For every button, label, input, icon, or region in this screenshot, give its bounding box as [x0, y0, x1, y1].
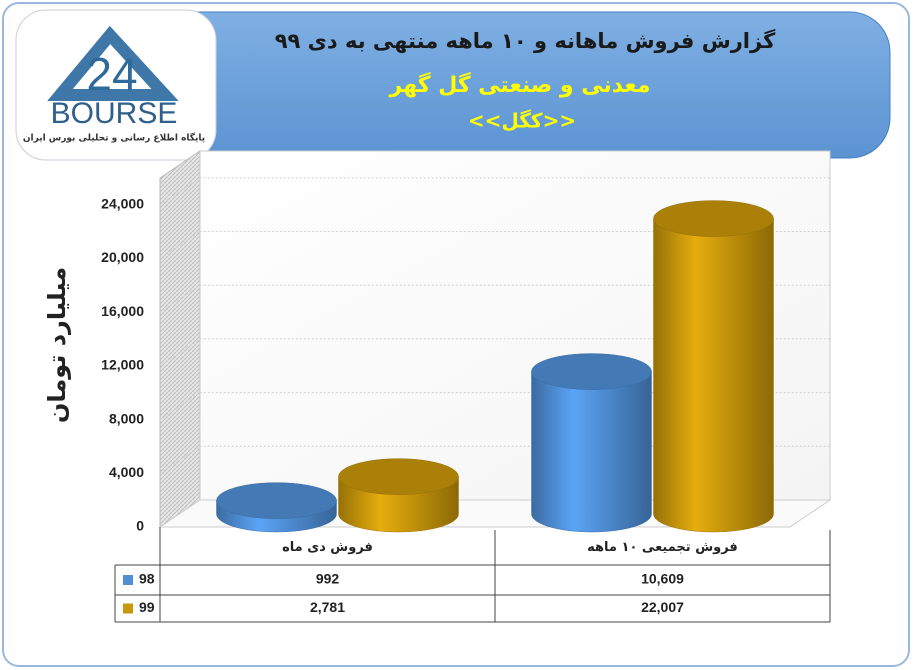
grid-line: [159, 284, 830, 313]
y-tick-label: 8,000: [109, 410, 144, 426]
data-label: 10,609: [641, 571, 684, 587]
y-tick-label: 24,000: [101, 196, 144, 212]
legend-swatch: [123, 603, 133, 614]
grid-line: [159, 231, 830, 259]
logo-caption: پایگاه اطلاع رسانی و تحلیلی بورس ایران: [23, 132, 205, 144]
cylinder: [653, 218, 774, 533]
data-label: 992: [316, 571, 340, 587]
data-label: 2,781: [310, 599, 345, 615]
cylinder-top: [338, 458, 459, 495]
y-tick-label: 16,000: [101, 303, 144, 319]
logo-brand: BOURSE: [51, 97, 178, 130]
x-tick-label: فروش تجمیعی ۱۰ ماهه: [587, 540, 738, 555]
y-tick-label: 0: [136, 518, 144, 534]
cylinder-top: [531, 353, 652, 390]
legend-label: 98: [139, 571, 155, 587]
left-wall: [159, 150, 201, 528]
title: گزارش فروش ماهانه و ۱۰ ماهه منتهی به دی …: [275, 28, 776, 53]
data-label: 22,007: [641, 599, 684, 615]
cylinder-top: [216, 482, 337, 519]
cylinder-top: [653, 200, 774, 237]
grid-line: [159, 177, 830, 206]
logo-triangle: [47, 25, 179, 101]
legend-label: 99: [139, 599, 155, 615]
y-tick-label: 4,000: [109, 464, 144, 480]
y-axis-label: میلیارد تومان: [43, 267, 71, 423]
chart: 0 4,000 8,000 12,000 16,000 20,000 24,000 فروش …: [101, 150, 832, 623]
subtitle: معدنی و صنعتی گل گهر: [389, 71, 651, 98]
y-tick-label: 20,000: [101, 249, 144, 265]
logo-box: [15, 9, 217, 161]
grid-line: [159, 338, 830, 367]
logo-number: 24: [86, 48, 137, 100]
x-tick-label: فروش دی ماه: [282, 540, 373, 555]
legend-swatch: [123, 575, 133, 585]
ticker: <<کگل>>: [468, 109, 576, 133]
y-tick-label: 12,000: [101, 357, 144, 373]
logo: 24 BOURSE پایگاه اطلاع رسانی و تحلیلی بو…: [15, 9, 217, 161]
cylinder: [531, 371, 652, 533]
